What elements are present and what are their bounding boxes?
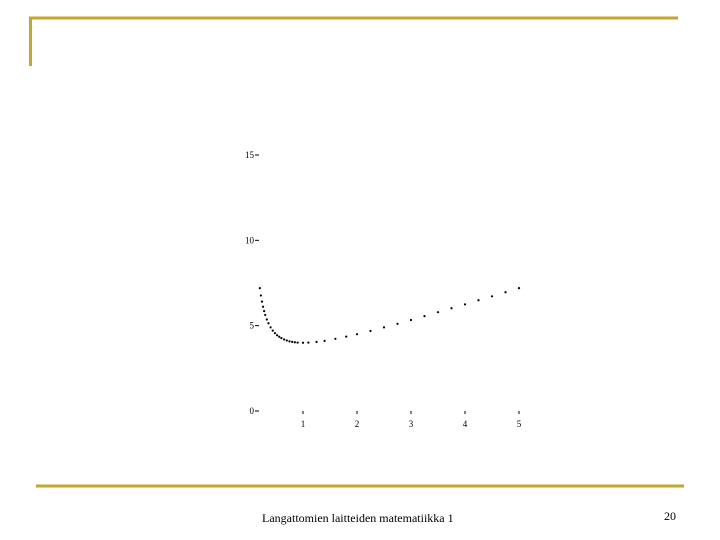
page-number: 20: [664, 509, 676, 523]
x-tick-label: 4: [463, 419, 468, 429]
point: [463, 303, 467, 306]
x-tick-label: 3: [409, 419, 414, 429]
point: [504, 291, 507, 294]
point: [293, 341, 296, 344]
chart: 0 5 10 15 1 2 3 4 5: [245, 150, 522, 429]
y-tick-label: 5: [250, 321, 255, 331]
point: [323, 339, 326, 342]
point: [291, 340, 294, 343]
point: [271, 329, 274, 332]
point: [517, 287, 521, 290]
point: [275, 334, 279, 337]
point: [307, 341, 310, 344]
point: [477, 299, 480, 302]
y-tick-label: 10: [245, 235, 255, 245]
x-tick-label: 2: [355, 419, 360, 429]
point: [263, 310, 266, 313]
y-tick-label: 15: [245, 150, 255, 160]
point: [261, 305, 265, 308]
point: [345, 335, 348, 338]
x-tick-label: 5: [517, 419, 522, 429]
point: [301, 341, 305, 344]
point: [283, 338, 286, 341]
point: [278, 335, 281, 338]
point: [267, 322, 270, 325]
x-tick-label: 1: [301, 419, 306, 429]
point: [260, 300, 264, 303]
point: [369, 329, 372, 333]
point: [396, 322, 399, 325]
y-tick-label: 0: [250, 406, 255, 416]
point: [265, 318, 268, 321]
point: [382, 326, 386, 329]
point: [490, 295, 494, 298]
point: [285, 339, 288, 342]
point: [258, 287, 261, 290]
point: [315, 340, 318, 343]
point: [355, 333, 359, 336]
point: [436, 311, 440, 314]
footer-text: Langattomien laitteiden matematiikka 1: [262, 511, 454, 525]
point: [273, 332, 277, 335]
point: [280, 337, 283, 340]
point: [269, 326, 272, 329]
point: [409, 318, 413, 322]
point: [264, 313, 267, 317]
point: [288, 340, 291, 343]
point: [296, 341, 299, 344]
point: [334, 337, 337, 340]
point: [423, 315, 426, 318]
point: [450, 307, 453, 310]
point: [259, 294, 262, 297]
